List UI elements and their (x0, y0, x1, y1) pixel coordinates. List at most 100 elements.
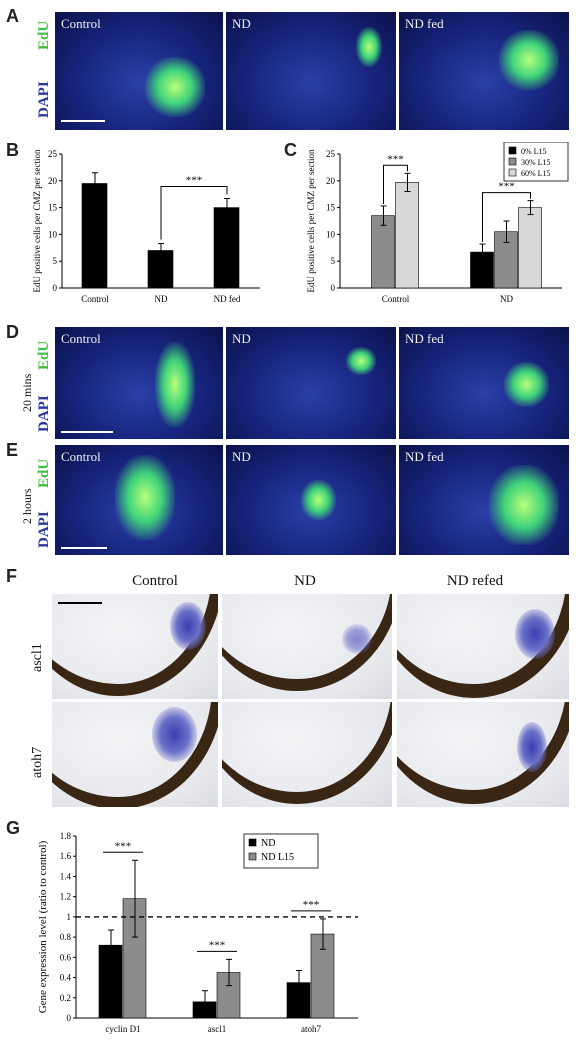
edu-signal (155, 342, 195, 427)
ish-nd-atoh7 (222, 702, 392, 807)
micrograph-a-control: Control (55, 12, 223, 130)
scale-bar (61, 547, 107, 549)
significance-bracket (160, 185, 228, 240)
atoh7-signal (152, 707, 197, 762)
x-tick-label: ND (155, 294, 168, 304)
ish-control-atoh7 (52, 702, 218, 807)
legend-label: ND L15 (261, 852, 294, 863)
condition-label: ND fed (405, 331, 444, 346)
y-tick-label: 1.6 (60, 851, 72, 861)
condition-label: ND fed (405, 16, 444, 31)
chart-b: 0 5 10 15 20 25 EdU positive cells per CMZ per… (32, 149, 260, 304)
y-tick-label: 20 (48, 176, 58, 186)
bar (213, 207, 240, 289)
row-label-ascl1: ascl1 (30, 643, 45, 672)
y-axis-label: EdU positive cells per CMZ per section (32, 149, 42, 292)
y-tick-label: 1.4 (60, 871, 72, 881)
y-tick-label: 10 (48, 229, 58, 239)
ascl1-signal (515, 609, 555, 659)
legend-label: 0% L15 (521, 147, 547, 156)
ish-nd-refed-atoh7 (397, 702, 569, 807)
significance-label: *** (115, 840, 132, 852)
scale-bar (61, 120, 105, 122)
x-tick-label: cyclin D1 (105, 1024, 140, 1034)
panel-letter-c: C (284, 140, 297, 160)
dapi-label-a: DAPI (36, 81, 52, 118)
atoh7-signal (517, 722, 547, 772)
significance-label: *** (498, 181, 515, 193)
edu-signal (115, 455, 175, 540)
x-tick-label: ascl1 (208, 1024, 227, 1034)
ascl1-signal (170, 602, 206, 650)
significance-bracket (383, 164, 408, 204)
condition-label: Control (61, 449, 101, 464)
micrograph-d-nd-fed: ND fed (399, 327, 569, 439)
y-tick-label: 25 (48, 149, 58, 159)
y-tick-label: 15 (326, 203, 336, 213)
y-tick-label: 1.2 (60, 892, 71, 902)
legend-box (243, 833, 319, 869)
row-label-atoh7: atoh7 (30, 746, 45, 778)
legend-swatch (248, 852, 257, 861)
condition-label: Control (61, 331, 101, 346)
scale-bar (61, 431, 113, 433)
y-tick-label: 0 (53, 283, 58, 293)
ish-control-ascl1 (52, 594, 218, 699)
micrograph-a-nd: ND (226, 12, 396, 130)
x-tick-label: Control (382, 294, 410, 304)
ascl1-signal (342, 624, 372, 654)
ish-nd-refed-ascl1 (397, 594, 569, 699)
edu-signal (346, 347, 376, 375)
ish-nd-ascl1 (222, 594, 392, 699)
edu-signal (499, 30, 559, 90)
column-label-nd: ND (294, 573, 316, 589)
y-tick-label: 0.4 (60, 973, 72, 983)
micrograph-a-nd-fed: ND fed (399, 12, 569, 130)
x-tick-label: atoh7 (301, 1024, 321, 1034)
micrograph-e-nd-fed: ND fed (399, 445, 569, 555)
condition-label: ND (232, 16, 251, 31)
micrograph-d-control: Control (55, 327, 223, 439)
significance-bracket (482, 192, 531, 243)
dapi-label-e: DAPI (36, 511, 52, 548)
edu-signal (504, 362, 549, 407)
y-tick-label: 25 (326, 149, 336, 159)
bar (518, 207, 542, 289)
condition-label: ND fed (405, 449, 444, 464)
x-tick-label: ND (500, 294, 513, 304)
y-tick-label: 20 (326, 176, 336, 186)
legend-swatch (248, 838, 257, 847)
micrograph-e-control: Control (55, 445, 223, 555)
dapi-label-d: DAPI (36, 395, 52, 432)
edu-signal (489, 465, 559, 545)
x-tick-label: ND fed (214, 294, 241, 304)
y-tick-label: 0.8 (60, 932, 72, 942)
edu-signal (356, 27, 382, 67)
panel-letter-e: E (6, 440, 19, 460)
edu-signal (145, 57, 205, 117)
y-tick-label: 5 (331, 256, 336, 266)
panel-letter-g: G (6, 818, 21, 838)
y-tick-label: 1.8 (60, 831, 72, 841)
edu-label-a: EdU (36, 20, 52, 50)
edu-label-d: EdU (36, 340, 52, 370)
y-tick-label: 5 (53, 256, 58, 266)
chart-g: 0 0.2 0.4 0.6 0.8 1 1.2 1.4 1.6 1.8 Gene expressio… (37, 831, 358, 1034)
panel-letter-f: F (6, 566, 17, 586)
y-tick-label: 10 (326, 229, 336, 239)
bar (371, 215, 395, 289)
chart-c: 0 5 10 15 20 25 EdU positive cells per CMZ per… (306, 142, 569, 304)
column-label-nd-refed: ND refed (446, 573, 504, 589)
time-label-d: 20 mins (20, 373, 34, 412)
bar (395, 182, 419, 289)
significance-label: *** (303, 899, 320, 911)
significance-label: *** (186, 174, 203, 186)
y-tick-label: 0 (331, 283, 336, 293)
panel-letter-b: B (6, 140, 19, 160)
legend-label: 30% L15 (521, 158, 551, 167)
legend-label: ND (261, 838, 275, 849)
legend-swatch (508, 168, 517, 177)
time-label-e: 2 hours (20, 488, 34, 524)
y-tick-label: 15 (48, 203, 58, 213)
significance-label: *** (387, 153, 404, 165)
